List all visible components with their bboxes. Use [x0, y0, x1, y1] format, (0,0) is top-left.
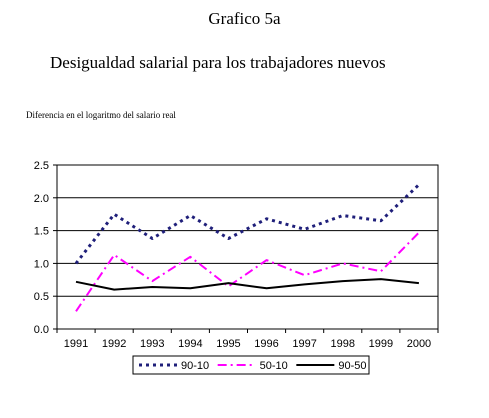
y-axis-label: Diferencia en el logaritmo del salario r…: [26, 110, 176, 120]
x-tick-label: 1994: [178, 338, 202, 350]
series-line-50-10: [75, 231, 420, 312]
x-tick-label: 1996: [254, 338, 278, 350]
y-tick-label: 1.5: [34, 226, 49, 238]
series-line-90-10: [74, 183, 420, 265]
x-tick-label: 1993: [140, 338, 164, 350]
figure-label: Grafico 5a: [208, 9, 281, 28]
y-tick-label: 0.5: [34, 291, 49, 303]
axes: [53, 164, 439, 333]
x-tick-label: 1998: [331, 338, 355, 350]
legend-label-50-10: 50-10: [260, 360, 288, 372]
legend-label-90-10: 90-10: [181, 360, 209, 372]
y-tick-label: 2.0: [34, 193, 49, 205]
y-tick-label: 0.0: [34, 324, 49, 336]
tick-labels: 0.0 0.5 1.0 1.5 2.0 2.5 1991 1992 1993 1994 1995 19…: [34, 160, 431, 350]
y-tick-label: 2.5: [34, 160, 49, 172]
chart-title: Desigualdad salarial para los trabajador…: [50, 53, 386, 72]
x-tick-label: 1999: [369, 338, 393, 350]
x-tick-label: 1992: [102, 338, 126, 350]
series-lines: [74, 183, 420, 312]
plot-area-border: [56, 164, 439, 330]
legend-label-90-50: 90-50: [338, 360, 366, 372]
x-tick-label: 1997: [292, 338, 316, 350]
grid-lines: [57, 164, 438, 297]
x-tick-label: 1991: [64, 338, 88, 350]
y-tick-label: 1.0: [34, 258, 49, 270]
series-line-90-50: [75, 278, 420, 291]
legend: 90-10 50-10 90-50: [132, 355, 370, 375]
x-tick-label: 2000: [407, 338, 431, 350]
x-tick-label: 1995: [216, 338, 240, 350]
